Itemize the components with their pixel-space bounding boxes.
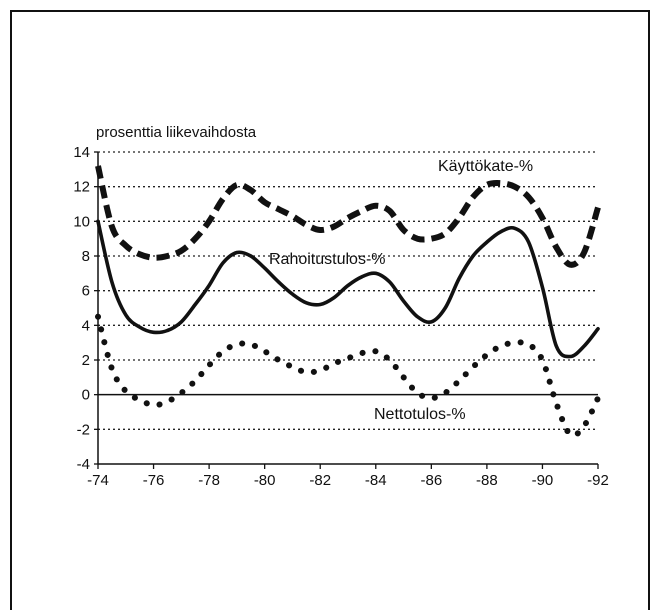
figure-frame — [10, 10, 650, 610]
x-tick-label-3: -80 — [254, 472, 276, 489]
x-tick-label-8: -90 — [532, 472, 554, 489]
x-tick-label-5: -84 — [365, 472, 387, 489]
y-tick-label-1: 12 — [73, 179, 90, 196]
x-tick-labels: -74 -76 -78 -80 -82 -84 -86 -88 -90 -92 — [87, 472, 609, 489]
y-axis-label: prosenttia liikevaihdosta — [96, 124, 257, 141]
y-tick-label-9: -4 — [77, 456, 90, 473]
y-tick-label-0: 14 — [73, 144, 90, 161]
series-label-kayttokate: Käyttökate-% — [438, 158, 533, 175]
grid-lines — [98, 151, 598, 430]
series-line-0 — [95, 165, 601, 268]
x-tick-label-0: -74 — [87, 472, 109, 489]
y-tick-label-8: -2 — [77, 421, 90, 438]
x-tick-label-4: -82 — [309, 472, 331, 489]
series-label-rahoitustulos: Rahoitustulos-% — [269, 251, 386, 268]
series-lines — [95, 165, 601, 439]
axes — [94, 151, 599, 469]
y-tick-label-6: 2 — [82, 352, 90, 369]
series-label-nettotulos: Nettotulos-% — [374, 406, 466, 423]
x-tick-label-9: -92 — [587, 472, 609, 489]
line-chart: prosenttia liikevaihdosta 14 12 10 8 6 4 2 0 -2 -… — [73, 124, 609, 489]
y-tick-labels: 14 12 10 8 6 4 2 0 -2 -4 — [73, 144, 90, 473]
x-tick-label-2: -78 — [198, 472, 220, 489]
y-tick-label-3: 8 — [82, 248, 90, 265]
x-tick-label-7: -88 — [476, 472, 498, 489]
y-tick-label-2: 10 — [73, 213, 90, 230]
x-tick-label-1: -76 — [143, 472, 165, 489]
y-tick-label-4: 6 — [82, 283, 90, 300]
x-tick-label-6: -86 — [420, 472, 442, 489]
series-line-2 — [95, 313, 601, 439]
y-tick-label-7: 0 — [82, 387, 90, 404]
series-line-1 — [96, 219, 600, 359]
y-tick-label-5: 4 — [82, 317, 90, 334]
